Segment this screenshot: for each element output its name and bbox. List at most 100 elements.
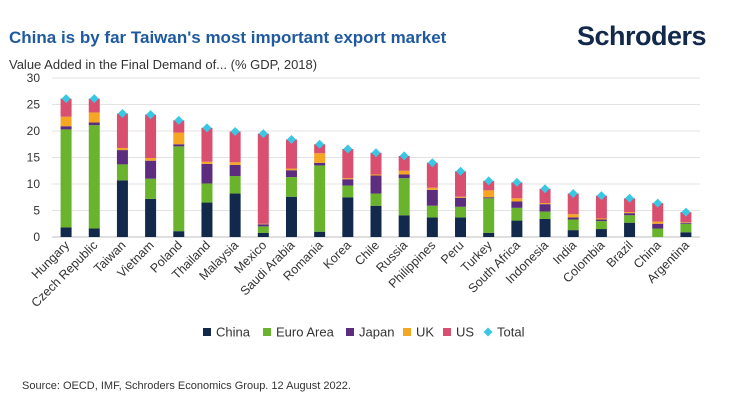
bars: [60, 98, 692, 237]
bar-uk: [342, 178, 354, 180]
bar-uk: [285, 168, 297, 171]
bar-japan: [624, 213, 636, 216]
legend-swatch: [346, 328, 354, 336]
bar-china: [398, 215, 410, 237]
bar-uk: [173, 132, 185, 145]
bar-uk: [624, 212, 636, 214]
bar-us: [201, 127, 213, 162]
bar-china: [173, 231, 185, 237]
bar-euro-area: [257, 226, 269, 233]
bar-euro-area: [483, 198, 495, 233]
legend-label: China: [216, 325, 251, 340]
bar-china: [116, 180, 128, 237]
bar-us: [567, 193, 579, 215]
total-marker: [230, 127, 240, 137]
bar-china: [229, 193, 241, 237]
bar-china: [595, 229, 607, 237]
bar-uk: [511, 198, 523, 202]
bar-euro-area: [539, 211, 551, 219]
bar-japan: [60, 126, 72, 130]
bar-china: [511, 220, 523, 237]
bar-china: [370, 205, 382, 237]
legend: China Euro Area Japan UK US Total: [203, 325, 525, 340]
bar-uk: [567, 214, 579, 218]
legend-label: Japan: [359, 325, 394, 340]
legend-label: Euro Area: [276, 325, 335, 340]
bar-euro-area: [595, 221, 607, 230]
bar-china: [60, 227, 72, 237]
bar-euro-area: [455, 206, 467, 218]
bar-japan: [483, 197, 495, 199]
total-marker: [625, 193, 635, 203]
legend-swatch: [443, 328, 451, 336]
bar-us: [426, 162, 438, 188]
bar-uk: [145, 158, 157, 161]
bar-uk: [257, 223, 269, 225]
bar-china: [88, 228, 100, 237]
bar-euro-area: [370, 193, 382, 206]
bar-us: [652, 203, 664, 222]
total-marker: [117, 109, 127, 119]
bar-japan: [455, 197, 467, 207]
bar-china: [680, 232, 692, 237]
bar-japan: [426, 189, 438, 206]
y-tick-label: 5: [33, 204, 40, 218]
total-marker: [371, 148, 381, 158]
y-axis-ticks: 0 5 10 15 20 25 30: [27, 71, 41, 244]
bar-uk: [370, 174, 382, 176]
bar-euro-area: [229, 176, 241, 194]
bar-us: [624, 198, 636, 213]
legend-swatch: [203, 328, 211, 336]
bar-us: [88, 98, 100, 113]
bar-euro-area: [145, 178, 157, 199]
bar-japan: [398, 174, 410, 179]
bar-china: [201, 202, 213, 237]
bar-us: [60, 98, 72, 117]
bar-euro-area: [201, 183, 213, 203]
bar-uk: [60, 116, 72, 127]
bar-uk: [652, 221, 664, 224]
y-tick-label: 10: [27, 177, 41, 191]
legend-label: Total: [497, 325, 525, 340]
bar-japan: [567, 217, 579, 220]
bar-china: [342, 197, 354, 237]
bar-china: [539, 218, 551, 237]
bar-japan: [257, 224, 269, 227]
bar-euro-area: [511, 207, 523, 221]
bar-japan: [88, 122, 100, 126]
bar-japan: [680, 222, 692, 224]
legend-label: UK: [416, 325, 434, 340]
y-tick-label: 25: [27, 98, 41, 112]
chart-subtitle: Value Added in the Final Demand of... (%…: [9, 57, 318, 72]
bar-japan: [285, 170, 297, 178]
x-tick-label: Brazil: [604, 238, 636, 270]
y-tick-label: 15: [27, 151, 41, 165]
bar-uk: [426, 187, 438, 190]
bar-us: [257, 133, 269, 224]
bar-us: [370, 152, 382, 175]
bar-euro-area: [398, 178, 410, 216]
total-marker: [681, 207, 691, 217]
total-marker: [456, 166, 466, 176]
bar-japan: [116, 150, 128, 165]
legend-total-marker: [483, 327, 493, 337]
bar-euro-area: [88, 125, 100, 229]
bar-us: [511, 182, 523, 199]
bar-uk: [455, 196, 467, 198]
bar-japan: [201, 163, 213, 184]
bar-uk: [483, 190, 495, 198]
bar-euro-area: [680, 223, 692, 233]
bar-japan: [652, 223, 664, 229]
bar-euro-area: [314, 165, 326, 232]
bar-us: [116, 113, 128, 148]
bar-japan: [229, 164, 241, 177]
total-marker: [61, 94, 71, 104]
bar-uk: [116, 147, 128, 151]
bar-us: [595, 195, 607, 219]
bar-uk: [229, 162, 241, 165]
total-markers: [61, 94, 691, 217]
source-note: Source: OECD, IMF, Schroders Economics G…: [22, 380, 351, 392]
bar-us: [483, 180, 495, 191]
schroders-logo: Schroders: [577, 21, 707, 51]
